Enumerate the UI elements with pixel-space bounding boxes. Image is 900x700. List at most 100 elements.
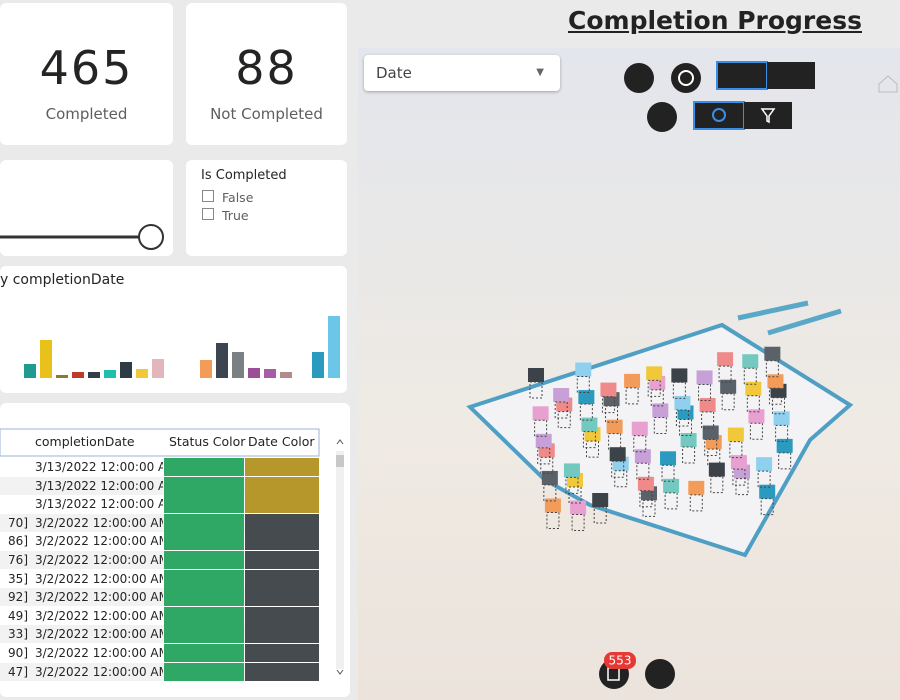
kpi-label: Completed <box>45 105 128 123</box>
pillar-leg <box>704 439 718 457</box>
dropdown[interactable]: Date ▼ <box>364 55 560 91</box>
id-cell: 86] <box>8 534 28 549</box>
option-label: True <box>222 208 249 223</box>
pillar-top <box>748 409 765 424</box>
toolbar <box>624 61 898 132</box>
date-cell: 3/13/2022 12:00:00 AM <box>35 478 163 493</box>
pillar-top <box>528 368 544 382</box>
filter-card: Is Completed False True <box>186 160 347 256</box>
bottom-controls: 553 <box>599 652 675 689</box>
pillar-leg <box>735 478 749 496</box>
pillar-leg <box>546 511 560 529</box>
dropdown-label: Date <box>376 64 412 82</box>
column-header[interactable]: completionDate <box>35 434 135 449</box>
slider-card <box>0 160 173 256</box>
pillar-top <box>563 463 580 478</box>
date-color-cell <box>245 532 319 552</box>
slider[interactable] <box>0 160 173 256</box>
building-model[interactable] <box>466 300 854 558</box>
pillar-top <box>609 447 626 462</box>
filter-option[interactable]: True <box>202 207 253 225</box>
kpi-value: 88 <box>235 41 298 95</box>
date-color-cell <box>245 644 319 663</box>
date-cell: 3/2/2022 12:00:00 AM <box>35 553 163 567</box>
filter-options: False True <box>202 189 253 225</box>
tool-button[interactable] <box>716 61 768 90</box>
pillar-top <box>637 476 654 491</box>
bar <box>248 368 260 378</box>
status-color-cell <box>164 495 244 515</box>
3d-viewer[interactable]: Date ▼ 553 <box>358 48 900 700</box>
bar <box>120 362 132 378</box>
pillar-leg <box>743 367 757 385</box>
pillar-leg <box>757 470 771 488</box>
status-color-cell <box>164 606 244 626</box>
kpi-card: 88 Not Completed <box>186 3 347 145</box>
tool-button[interactable] <box>645 659 675 689</box>
table-card: completionDate Status Color Date Color 3… <box>0 403 350 697</box>
id-cell: 47] <box>8 664 28 679</box>
tool-button[interactable] <box>767 62 815 89</box>
tool-button[interactable] <box>744 102 792 129</box>
pillar-leg <box>647 379 661 397</box>
bar <box>24 364 36 378</box>
date-color-cell <box>245 495 319 515</box>
pillar-leg <box>650 389 664 407</box>
column-header[interactable]: Status Color <box>169 434 246 449</box>
pillar-top <box>776 438 793 453</box>
pillar-leg <box>778 452 792 470</box>
pillar-top <box>606 419 623 434</box>
pillar-leg <box>636 462 650 480</box>
pillar-top <box>773 411 790 426</box>
bar <box>72 372 84 378</box>
date-color-cell <box>245 569 319 589</box>
pillar-top <box>544 498 561 513</box>
id-cell: 70] <box>8 515 28 530</box>
status-color-cell <box>164 588 244 608</box>
id-cell: 92] <box>8 590 28 605</box>
bar <box>312 352 324 378</box>
date-cell: 3/2/2022 12:00:00 AM <box>35 590 163 605</box>
date-color-cell <box>245 458 319 477</box>
pillar-leg <box>765 360 779 378</box>
pillar-top <box>592 493 609 508</box>
bar-chart <box>24 316 340 378</box>
kpi-value: 465 <box>39 41 134 95</box>
pillar-top <box>581 417 598 432</box>
bar <box>152 359 164 378</box>
pillar-leg <box>682 446 696 464</box>
page-title: Completion Progress <box>568 6 862 35</box>
id-cell: 49] <box>8 608 28 623</box>
date-color-cell <box>245 662 319 682</box>
chart-title: y completionDate <box>0 272 125 288</box>
pillar-top <box>652 403 669 418</box>
tool-button[interactable] <box>647 102 677 132</box>
pillar-top <box>717 352 734 367</box>
date-cell: 3/2/2022 12:00:00 AM <box>35 664 163 679</box>
pillar-leg <box>701 411 715 429</box>
pillar-leg <box>679 418 693 436</box>
bar <box>200 360 212 378</box>
pillar-top <box>624 373 641 388</box>
date-cell: 3/13/2022 12:00:00 AM <box>35 497 163 512</box>
tool-button[interactable] <box>624 63 654 93</box>
status-color-cell <box>164 458 244 477</box>
pillar-top <box>730 455 747 470</box>
pillar-leg <box>710 476 724 494</box>
pillar-top <box>660 451 677 466</box>
tool-button[interactable] <box>671 63 701 93</box>
status-color-cell <box>164 513 244 533</box>
table-frame <box>0 428 344 675</box>
pillar-leg <box>732 468 746 486</box>
pillar-leg <box>625 387 639 405</box>
column-header[interactable]: Date Color <box>248 434 315 449</box>
date-cell: 3/2/2022 12:00:00 AM <box>35 515 163 530</box>
pillar-top <box>535 433 552 448</box>
pillar-leg <box>721 393 735 411</box>
pillar-top <box>720 379 737 394</box>
pillar-leg <box>768 387 782 405</box>
filter-option[interactable]: False <box>202 189 253 207</box>
tool-button[interactable] <box>693 101 745 130</box>
date-cell: 3/2/2022 12:00:00 AM <box>35 627 163 642</box>
pillar-top <box>671 368 688 383</box>
